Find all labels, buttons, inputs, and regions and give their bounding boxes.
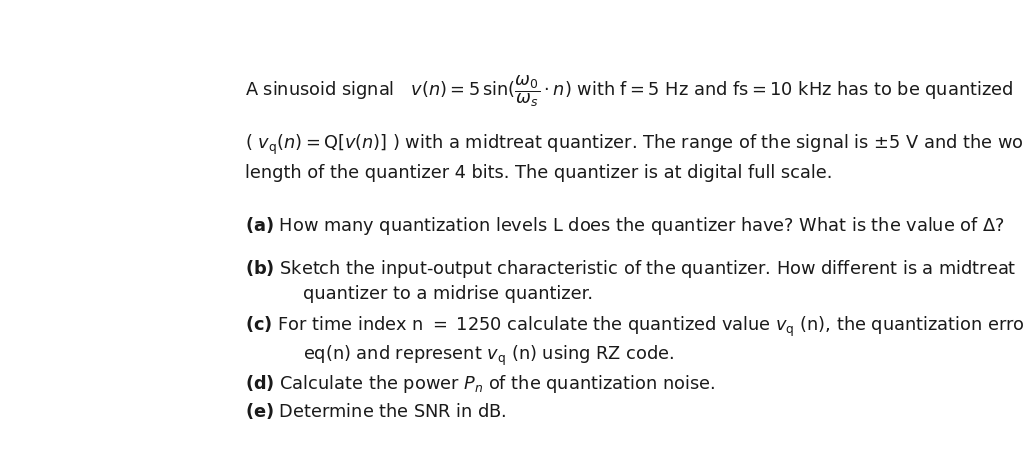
Text: $\mathbf{(a)}$ How many quantization levels L does the quantizer have? What is t: $\mathbf{(a)}$ How many quantization lev… [246, 215, 1006, 237]
Text: $\mathbf{(e)}$ Determine the SNR in dB.: $\mathbf{(e)}$ Determine the SNR in dB. [246, 401, 507, 421]
Text: $\mathbf{(b)}$ Sketch the input-output characteristic of the quantizer. How diff: $\mathbf{(b)}$ Sketch the input-output c… [246, 258, 1017, 280]
Text: length of the quantizer 4 bits. The quantizer is at digital full scale.: length of the quantizer 4 bits. The quan… [246, 164, 833, 182]
Text: eq(n) and represent $v_\mathrm{q}$ (n) using RZ code.: eq(n) and represent $v_\mathrm{q}$ (n) u… [303, 344, 674, 368]
Text: A sinusoid signal   $v(n) = 5\,\mathrm{sin}(\dfrac{\omega_0}{\omega_s}\cdot n)$ : A sinusoid signal $v(n) = 5\,\mathrm{sin… [246, 73, 1014, 109]
Text: quantizer to a midrise quantizer.: quantizer to a midrise quantizer. [303, 285, 593, 303]
Text: ( $v_\mathrm{q}(n) = \mathrm{Q}[v(n)]$ ) with a midtreat quantizer. The range of: ( $v_\mathrm{q}(n) = \mathrm{Q}[v(n)]$ )… [246, 133, 1024, 157]
Text: $\mathbf{(c)}$ For time index n $=$ 1250 calculate the quantized value $v_\mathr: $\mathbf{(c)}$ For time index n $=$ 1250… [246, 315, 1024, 339]
Text: $\mathbf{(d)}$ Calculate the power $P_n$ of the quantization noise.: $\mathbf{(d)}$ Calculate the power $P_n$… [246, 373, 716, 395]
